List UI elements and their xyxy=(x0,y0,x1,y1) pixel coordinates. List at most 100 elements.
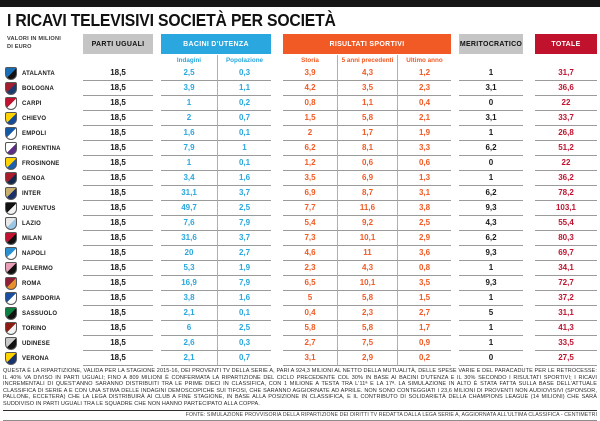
source-text: FONTE: SIMULAZIONE PROVVISORIA DELLA RIP… xyxy=(185,412,597,419)
cell-indagini: 5,3 xyxy=(161,261,217,276)
club-crest-icon xyxy=(5,352,17,365)
club-crest-icon xyxy=(5,247,17,260)
cell-5-anni-precedenti: 11,6 xyxy=(337,201,397,216)
cell-parti-uguali: 18,5 xyxy=(83,261,153,276)
club-crest-icon xyxy=(5,82,17,95)
cell-meritocratico: 9,3 xyxy=(459,201,523,216)
cell-meritocratico: 5 xyxy=(459,306,523,321)
club-logo xyxy=(3,171,19,186)
cell-storia: 6,5 xyxy=(283,276,337,291)
club-crest-icon xyxy=(5,202,17,215)
cell-popolazione: 3,7 xyxy=(217,231,271,246)
cell-meritocratico: 1 xyxy=(459,171,523,186)
footnote-text: QUESTA È LA RIPARTIZIONE, VALIDA PER LA … xyxy=(3,368,597,407)
cell-parti-uguali: 18,5 xyxy=(83,336,153,351)
cell-meritocratico: 3,1 xyxy=(459,81,523,96)
cell-meritocratico: 0 xyxy=(459,156,523,171)
club-crest-icon xyxy=(5,112,17,125)
club-logo xyxy=(3,291,19,306)
cell-totale: 31,1 xyxy=(535,306,597,321)
cell-meritocratico: 0 xyxy=(459,351,523,366)
table-row: FIORENTINA 18,5 7,9 1 6,2 8,1 3,3 6,2 51… xyxy=(3,141,597,156)
table-row: CARPI 18,5 1 0,2 0,8 1,1 0,4 0 22 xyxy=(3,96,597,111)
club-logo xyxy=(3,261,19,276)
cell-parti-uguali: 18,5 xyxy=(83,216,153,231)
club-crest-icon xyxy=(5,97,17,110)
club-logo xyxy=(3,246,19,261)
cell-5-anni-precedenti: 9,2 xyxy=(337,216,397,231)
cell-indagini: 7,6 xyxy=(161,216,217,231)
cell-totale: 26,8 xyxy=(535,126,597,141)
cell-ultimo-anno: 3,3 xyxy=(397,141,451,156)
cell-totale: 22 xyxy=(535,156,597,171)
club-name: ROMA xyxy=(22,280,42,287)
cell-indagini: 31,1 xyxy=(161,186,217,201)
table-body: ATALANTA 18,5 2,5 0,3 3,9 4,3 1,2 1 31,7… xyxy=(3,66,597,366)
cell-meritocratico: 1 xyxy=(459,291,523,306)
cell-totale: 33,5 xyxy=(535,336,597,351)
club-name: FROSINONE xyxy=(22,160,60,167)
cell-parti-uguali: 18,5 xyxy=(83,276,153,291)
cell-meritocratico: 6,2 xyxy=(459,186,523,201)
club-crest-icon xyxy=(5,277,17,290)
club-name: JUVENTUS xyxy=(22,205,56,212)
unit-note: VALORI IN MILIONI DI EURO xyxy=(7,36,83,51)
club-logo xyxy=(3,336,19,351)
cell-totale: 36,2 xyxy=(535,171,597,186)
cell-indagini: 2,5 xyxy=(161,66,217,81)
club-name: FIORENTINA xyxy=(22,145,61,152)
cell-parti-uguali: 18,5 xyxy=(83,231,153,246)
club-name: VERONA xyxy=(22,355,49,362)
table-header: VALORI IN MILIONI DI EURO PARTI UGUALI B… xyxy=(3,34,597,54)
cell-parti-uguali: 18,5 xyxy=(83,81,153,96)
cell-indagini: 16,9 xyxy=(161,276,217,291)
table-row: LAZIO 18,5 7,6 7,9 5,4 9,2 2,5 4,3 55,4 xyxy=(3,216,597,231)
cell-totale: 41,3 xyxy=(535,321,597,336)
cell-meritocratico: 1 xyxy=(459,336,523,351)
club-logo xyxy=(3,216,19,231)
cell-meritocratico: 9,3 xyxy=(459,276,523,291)
cell-storia: 6,2 xyxy=(283,141,337,156)
club-name: MILAN xyxy=(22,235,42,242)
cell-storia: 3,1 xyxy=(283,351,337,366)
cell-meritocratico: 0 xyxy=(459,96,523,111)
cell-totale: 33,7 xyxy=(535,111,597,126)
cell-ultimo-anno: 2,3 xyxy=(397,81,451,96)
cell-meritocratico: 1 xyxy=(459,261,523,276)
cell-meritocratico: 4,3 xyxy=(459,216,523,231)
table-row: ROMA 18,5 16,9 7,9 6,5 10,1 3,5 9,3 72,7 xyxy=(3,276,597,291)
cell-totale: 55,4 xyxy=(535,216,597,231)
cell-meritocratico: 1 xyxy=(459,126,523,141)
club-logo xyxy=(3,126,19,141)
cell-5-anni-precedenti: 4,3 xyxy=(337,66,397,81)
page-title: I RICAVI TELEVISIVI SOCIETÀ PER SOCIETÀ xyxy=(7,10,336,30)
club-logo xyxy=(3,66,19,81)
cell-meritocratico: 1 xyxy=(459,321,523,336)
cell-storia: 5,8 xyxy=(283,321,337,336)
club-logo xyxy=(3,96,19,111)
cell-parti-uguali: 18,5 xyxy=(83,96,153,111)
cell-5-anni-precedenti: 6,9 xyxy=(337,171,397,186)
club-logo xyxy=(3,201,19,216)
cell-totale: 103,1 xyxy=(535,201,597,216)
cell-storia: 7,7 xyxy=(283,201,337,216)
cell-5-anni-precedenti: 0,6 xyxy=(337,156,397,171)
cell-parti-uguali: 18,5 xyxy=(83,351,153,366)
cell-ultimo-anno: 2,5 xyxy=(397,216,451,231)
club-crest-icon xyxy=(5,232,17,245)
club-logo xyxy=(3,186,19,201)
cell-totale: 37,2 xyxy=(535,291,597,306)
cell-meritocratico: 6,2 xyxy=(459,231,523,246)
subheader-popolazione: Popolazione xyxy=(217,55,271,66)
cell-5-anni-precedenti: 8,7 xyxy=(337,186,397,201)
subheader-5-anni-precedenti: 5 anni precedenti xyxy=(337,55,397,66)
cell-storia: 0,8 xyxy=(283,96,337,111)
cell-5-anni-precedenti: 2,3 xyxy=(337,306,397,321)
cell-meritocratico: 9,3 xyxy=(459,246,523,261)
cell-storia: 5 xyxy=(283,291,337,306)
club-name: INTER xyxy=(22,190,41,197)
club-name: ATALANTA xyxy=(22,70,55,77)
cell-ultimo-anno: 3,8 xyxy=(397,201,451,216)
club-logo xyxy=(3,276,19,291)
cell-popolazione: 2,5 xyxy=(217,201,271,216)
